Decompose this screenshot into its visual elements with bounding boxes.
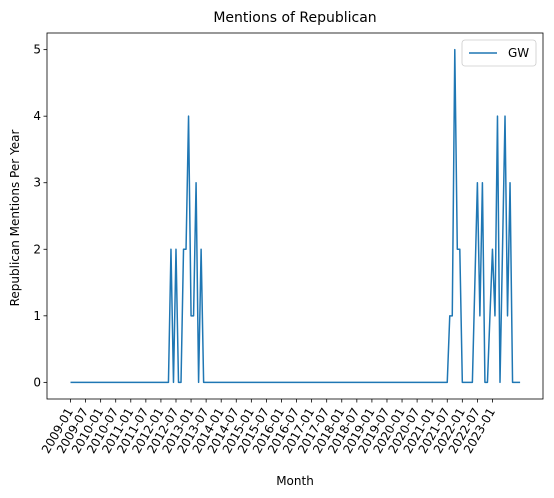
legend: GW xyxy=(461,39,537,67)
series-lines xyxy=(70,48,521,384)
y-tick-label: 4 xyxy=(33,109,41,123)
series-line-gw xyxy=(70,48,521,384)
legend-label-gw: GW xyxy=(508,46,529,60)
chart-title: Mentions of Republican xyxy=(213,10,376,26)
x-axis-label: Month xyxy=(276,474,314,488)
y-tick-label: 2 xyxy=(33,242,41,256)
y-axis-ticks: 0 1 2 3 4 5 xyxy=(33,43,47,389)
legend-box xyxy=(461,39,537,67)
y-tick-label: 1 xyxy=(33,309,41,323)
y-tick-label: 3 xyxy=(33,176,41,190)
x-axis-ticks: 2009-012009-072010-012010-072011-012011-… xyxy=(39,399,498,456)
y-axis-label: Republican Mentions Per Year xyxy=(8,130,22,307)
y-tick-label: 0 xyxy=(33,375,41,389)
y-tick-label: 5 xyxy=(33,43,41,57)
plot-area-frame xyxy=(46,32,544,400)
